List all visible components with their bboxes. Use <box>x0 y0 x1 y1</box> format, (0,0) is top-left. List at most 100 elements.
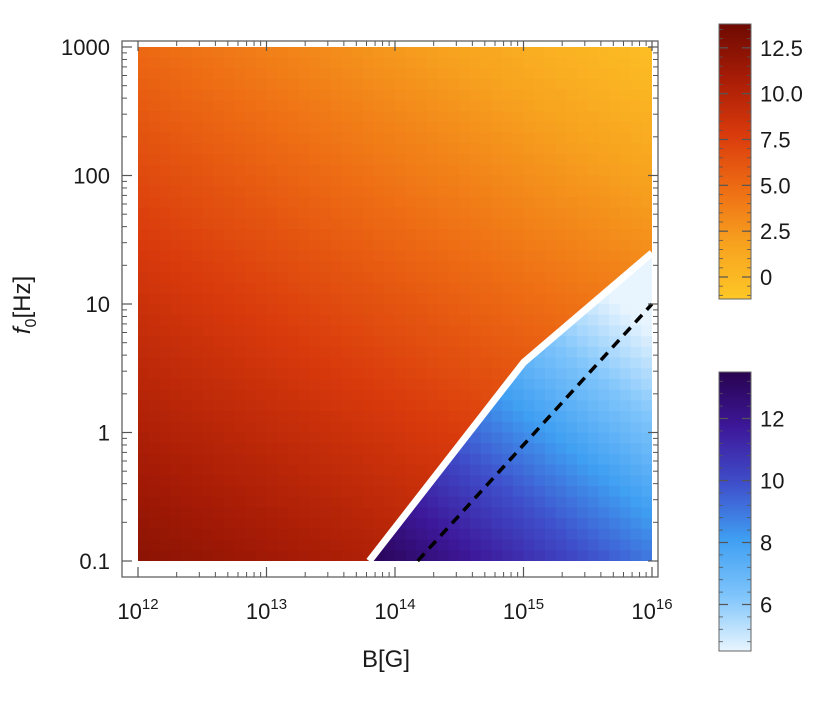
upper-cell <box>148 368 161 380</box>
upper-cell <box>373 68 385 80</box>
upper-cell <box>362 539 375 551</box>
upper-cell <box>577 239 589 252</box>
upper-cell <box>223 486 235 498</box>
upper-cell <box>395 207 407 219</box>
upper-cell <box>544 89 557 102</box>
upper-cell <box>630 196 642 209</box>
upper-cell <box>395 368 407 380</box>
upper-cell <box>223 143 235 155</box>
lower-cell <box>534 411 546 423</box>
upper-cell <box>170 218 182 230</box>
upper-cell <box>277 47 289 59</box>
lower-cell <box>544 464 557 476</box>
upper-cell <box>234 132 246 144</box>
lower-cell <box>587 496 600 509</box>
upper-cell <box>159 175 171 187</box>
upper-cell <box>309 453 321 466</box>
lower-cell <box>641 357 652 369</box>
lower-cell <box>587 475 600 487</box>
upper-cell <box>255 89 268 102</box>
upper-cell <box>330 89 343 102</box>
upper-cell <box>373 282 385 294</box>
upper-cell <box>255 528 268 541</box>
upper-cell <box>330 100 343 112</box>
upper-cell <box>255 389 268 401</box>
upper-cell <box>309 68 321 80</box>
upper-cell <box>330 486 343 498</box>
upper-cell <box>523 47 535 59</box>
lower-cell <box>544 346 557 359</box>
upper-cell <box>245 411 257 423</box>
upper-cell <box>266 121 278 134</box>
upper-cell <box>416 443 428 455</box>
upper-cell <box>320 271 332 284</box>
upper-cell <box>330 443 343 455</box>
lower-cell <box>630 411 642 423</box>
upper-cell <box>448 89 460 102</box>
upper-cell <box>384 421 396 434</box>
upper-cell <box>202 143 214 155</box>
upper-cell <box>266 229 278 241</box>
upper-cell <box>384 486 396 498</box>
lower-cell <box>534 357 546 369</box>
upper-cell <box>277 400 289 412</box>
upper-cell <box>138 314 150 327</box>
upper-cell <box>469 239 482 252</box>
upper-cell <box>427 186 439 198</box>
lower-cell <box>480 550 492 561</box>
upper-cell <box>373 100 385 112</box>
upper-cell <box>298 271 310 284</box>
lower-cell <box>619 443 632 455</box>
upper-cell <box>266 475 278 487</box>
upper-cell <box>641 164 652 177</box>
upper-cell <box>309 132 321 144</box>
upper-cell <box>309 550 321 561</box>
lower-cell <box>395 528 407 541</box>
upper-cell <box>320 539 332 551</box>
upper-cell <box>405 282 418 294</box>
upper-cell <box>138 346 150 359</box>
upper-cell <box>320 261 332 273</box>
upper-cell <box>138 325 150 337</box>
lower-cell <box>544 432 557 444</box>
upper-cell <box>191 57 203 70</box>
upper-cell <box>266 550 278 561</box>
upper-cell <box>566 304 578 316</box>
upper-cell <box>555 132 567 144</box>
upper-cell <box>298 100 310 112</box>
upper-cell <box>523 325 535 337</box>
upper-cell <box>234 229 246 241</box>
upper-cell <box>544 175 557 187</box>
upper-cell <box>159 432 171 444</box>
upper-cell <box>630 121 642 134</box>
upper-cell <box>287 421 300 434</box>
upper-cell <box>512 261 525 273</box>
upper-cell <box>373 175 385 187</box>
lower-cell <box>619 550 632 561</box>
upper-cell <box>352 175 364 187</box>
upper-cell <box>320 196 332 209</box>
lower-cell <box>416 507 428 519</box>
upper-cell <box>523 132 535 144</box>
upper-cell <box>630 57 642 70</box>
upper-cell <box>566 218 578 230</box>
upper-cell <box>277 304 289 316</box>
lower-cell <box>598 539 610 551</box>
upper-cell <box>212 154 225 166</box>
upper-cell <box>245 475 257 487</box>
upper-cell <box>362 336 375 348</box>
upper-cell <box>287 400 300 412</box>
upper-cell <box>352 261 364 273</box>
lower-cell <box>523 486 535 498</box>
upper-cell <box>641 121 652 134</box>
upper-cell <box>138 89 150 102</box>
upper-cell <box>587 186 600 198</box>
upper-cell <box>255 143 268 155</box>
lower-cell <box>491 400 503 412</box>
upper-cell <box>287 121 300 134</box>
upper-cell <box>491 164 503 177</box>
upper-cell <box>395 507 407 519</box>
upper-cell <box>480 89 492 102</box>
upper-cell <box>170 389 182 401</box>
